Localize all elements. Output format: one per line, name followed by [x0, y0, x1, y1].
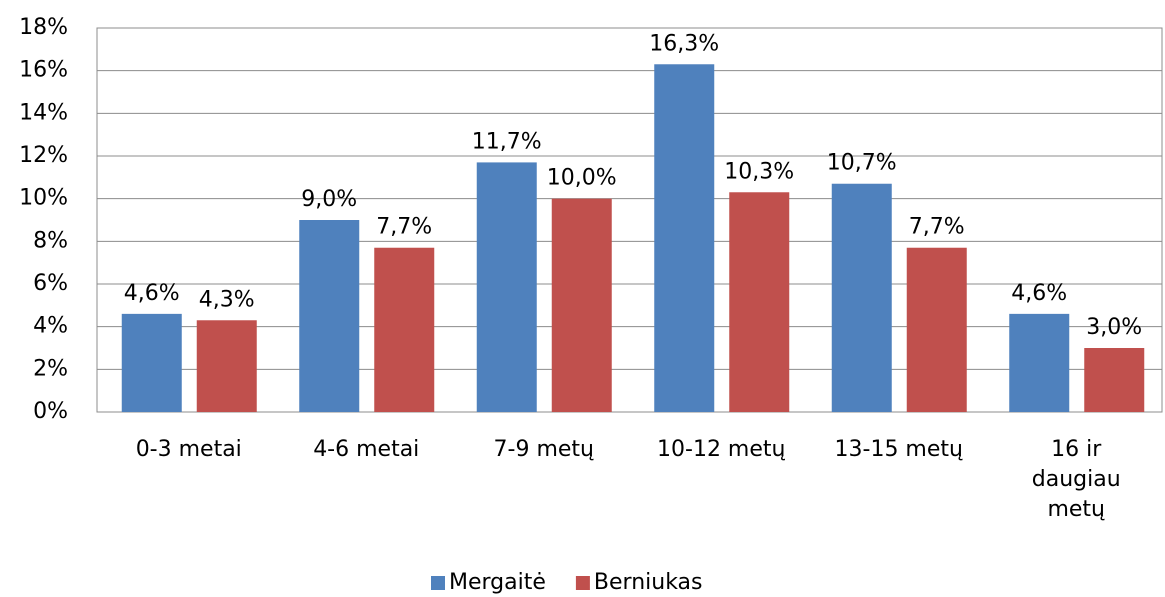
y-tick-label: 2% [33, 356, 68, 381]
value-label: 7,7% [376, 215, 432, 240]
value-label: 4,3% [199, 287, 255, 312]
x-tick-label: 7-9 metų [494, 437, 595, 462]
y-tick-label: 14% [19, 100, 68, 125]
value-label: 10,3% [724, 159, 794, 184]
value-label: 4,6% [124, 281, 180, 306]
plot-frame [96, 27, 1163, 413]
bar [906, 247, 967, 412]
bar [196, 320, 257, 412]
x-tick-label: 10-12 metų [657, 437, 786, 462]
y-tick-label: 6% [33, 271, 68, 296]
value-label: 16,3% [649, 31, 719, 56]
legend-label: Mergaitė [449, 570, 546, 595]
x-tick-label: 13-15 metų [835, 437, 964, 462]
x-tick-label: 16 ir daugiau metų [1032, 437, 1121, 522]
value-label: 7,7% [909, 215, 965, 240]
y-tick-label: 8% [33, 228, 68, 253]
bar [729, 192, 790, 412]
value-label: 9,0% [301, 187, 357, 212]
y-tick-label: 4% [33, 314, 68, 339]
bar [121, 313, 182, 412]
value-label: 3,0% [1086, 315, 1142, 340]
y-tick-label: 18% [19, 15, 68, 40]
value-label: 10,7% [827, 151, 897, 176]
bar [831, 183, 892, 412]
y-tick-label: 16% [19, 58, 68, 83]
y-tick-label: 0% [33, 399, 68, 424]
bar [1009, 313, 1070, 412]
legend-swatch [575, 576, 590, 590]
legend-swatch [431, 576, 445, 590]
value-label: 4,6% [1011, 281, 1067, 306]
x-tick-label: 4-6 metai [313, 437, 419, 462]
value-label: 11,7% [472, 129, 542, 154]
value-label: 10,0% [547, 166, 617, 191]
x-tick-label: 0-3 metai [136, 437, 242, 462]
bar [551, 198, 612, 412]
legend-label: Berniukas [594, 570, 703, 595]
y-tick-label: 10% [19, 186, 68, 211]
bar [299, 220, 360, 412]
bar [374, 247, 435, 412]
bar [1084, 348, 1145, 412]
bar [476, 162, 537, 412]
y-tick-label: 12% [19, 143, 68, 168]
bar [654, 64, 715, 413]
